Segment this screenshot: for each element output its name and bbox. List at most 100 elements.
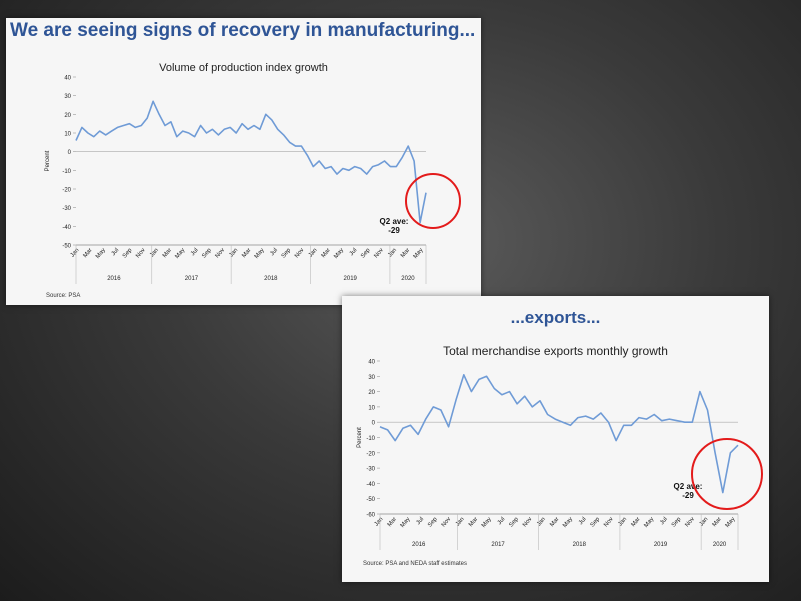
year-label: 2018	[573, 542, 587, 548]
year-label: 2020	[713, 542, 727, 548]
x-tick-label: Mar	[387, 516, 398, 528]
x-tick-label: Jul	[269, 247, 279, 257]
x-tick-label: Jan	[387, 247, 398, 258]
y-tick-label: -30	[366, 467, 375, 473]
x-tick-label: Jan	[70, 247, 81, 258]
x-tick-label: Jan	[699, 516, 710, 527]
y-tick-label: 40	[368, 360, 375, 366]
year-label: 2016	[107, 276, 121, 282]
x-tick-label: May	[400, 516, 412, 529]
x-tick-label: Mar	[549, 516, 560, 528]
x-tick-label: Jan	[536, 516, 547, 527]
q2-average-annotation: Q2 ave:	[674, 482, 703, 491]
x-tick-label: Jan	[308, 247, 319, 258]
x-tick-label: Mar	[162, 247, 173, 259]
x-tick-label: Jul	[416, 516, 426, 526]
y-tick-label: -50	[366, 497, 375, 503]
x-tick-label: May	[562, 516, 574, 529]
slide-exports: ...exports... Total merchandise exports …	[342, 296, 769, 582]
x-tick-label: Sep	[427, 516, 439, 529]
source-note: Source: PSA	[46, 293, 81, 299]
q2-average-annotation: Q2 ave:	[380, 217, 409, 226]
x-tick-label: Sep	[508, 516, 520, 529]
slide-manufacturing: We are seeing signs of recovery in manuf…	[6, 18, 481, 305]
y-axis-label: Percent	[357, 427, 363, 448]
x-tick-label: Mar	[241, 247, 252, 259]
x-tick-label: Jul	[578, 516, 588, 526]
y-tick-label: -20	[366, 451, 375, 457]
y-tick-label: 0	[372, 421, 376, 427]
y-tick-label: -20	[62, 188, 71, 194]
x-tick-label: Nov	[441, 516, 452, 528]
q2-average-annotation: -29	[388, 226, 400, 235]
y-tick-label: -60	[366, 513, 375, 519]
x-tick-label: Jan	[149, 247, 160, 258]
x-tick-label: Mar	[712, 516, 723, 528]
x-tick-label: Sep	[360, 247, 372, 260]
year-label: 2019	[654, 542, 668, 548]
year-label: 2018	[264, 276, 278, 282]
y-tick-label: -10	[62, 169, 71, 175]
x-tick-label: Jul	[111, 247, 121, 257]
x-tick-label: Sep	[122, 247, 134, 260]
x-tick-label: Jul	[659, 516, 669, 526]
highlight-circle	[691, 438, 763, 510]
x-tick-label: Nov	[684, 516, 695, 528]
y-tick-label: 10	[368, 405, 375, 411]
x-tick-label: Mar	[631, 516, 642, 528]
y-tick-label: -10	[366, 436, 375, 442]
y-tick-label: -30	[62, 206, 71, 212]
slide-headline: ...exports...	[510, 308, 601, 327]
x-tick-label: Nov	[522, 516, 533, 528]
chart-title: Total merchandise exports monthly growth	[443, 344, 668, 358]
x-tick-label: Nov	[135, 247, 146, 259]
y-tick-label: 20	[64, 113, 71, 119]
source-note: Source: PSA and NEDA staff estimates	[363, 561, 467, 567]
x-tick-label: Jul	[497, 516, 507, 526]
x-tick-label: Nov	[373, 247, 384, 259]
y-tick-label: 10	[64, 132, 71, 138]
x-tick-label: May	[481, 516, 493, 529]
x-tick-label: Nov	[215, 247, 226, 259]
y-tick-label: -50	[62, 244, 71, 250]
y-tick-label: -40	[366, 482, 375, 488]
year-label: 2017	[491, 542, 505, 548]
y-axis-label: Percent	[45, 150, 51, 171]
x-tick-label: May	[254, 247, 266, 260]
data-series-line	[75, 100, 427, 224]
x-tick-label: Mar	[400, 247, 411, 259]
x-tick-label: Jan	[228, 247, 239, 258]
slide-headline: We are seeing signs of recovery in manuf…	[10, 20, 476, 41]
highlight-circle	[405, 173, 461, 229]
chart-title: Volume of production index growth	[159, 62, 328, 74]
x-tick-label: May	[174, 247, 186, 260]
x-tick-label: Jul	[190, 247, 200, 257]
x-tick-label: Mar	[468, 516, 479, 528]
y-tick-label: -40	[62, 225, 71, 231]
x-tick-label: Sep	[590, 516, 602, 529]
x-tick-label: May	[95, 247, 107, 260]
x-tick-label: Jul	[349, 247, 359, 257]
x-tick-label: Nov	[603, 516, 614, 528]
data-series-line	[379, 374, 739, 494]
year-label: 2017	[185, 276, 199, 282]
y-tick-label: 30	[64, 94, 71, 100]
x-tick-label: Mar	[321, 247, 332, 259]
x-tick-label: Mar	[83, 247, 94, 259]
y-tick-label: 30	[368, 375, 375, 381]
x-tick-label: May	[413, 247, 425, 260]
y-tick-label: 0	[68, 150, 72, 156]
year-label: 2020	[401, 276, 415, 282]
x-tick-label: Sep	[281, 247, 293, 260]
x-tick-label: Sep	[671, 516, 683, 529]
q2-average-annotation: -29	[682, 491, 694, 500]
year-label: 2019	[344, 276, 358, 282]
y-tick-label: 40	[64, 76, 71, 82]
x-tick-label: Jan	[455, 516, 466, 527]
x-tick-label: May	[333, 247, 345, 260]
x-tick-label: Jan	[374, 516, 385, 527]
y-tick-label: 20	[368, 390, 375, 396]
x-tick-label: May	[725, 516, 737, 529]
x-tick-label: May	[643, 516, 655, 529]
